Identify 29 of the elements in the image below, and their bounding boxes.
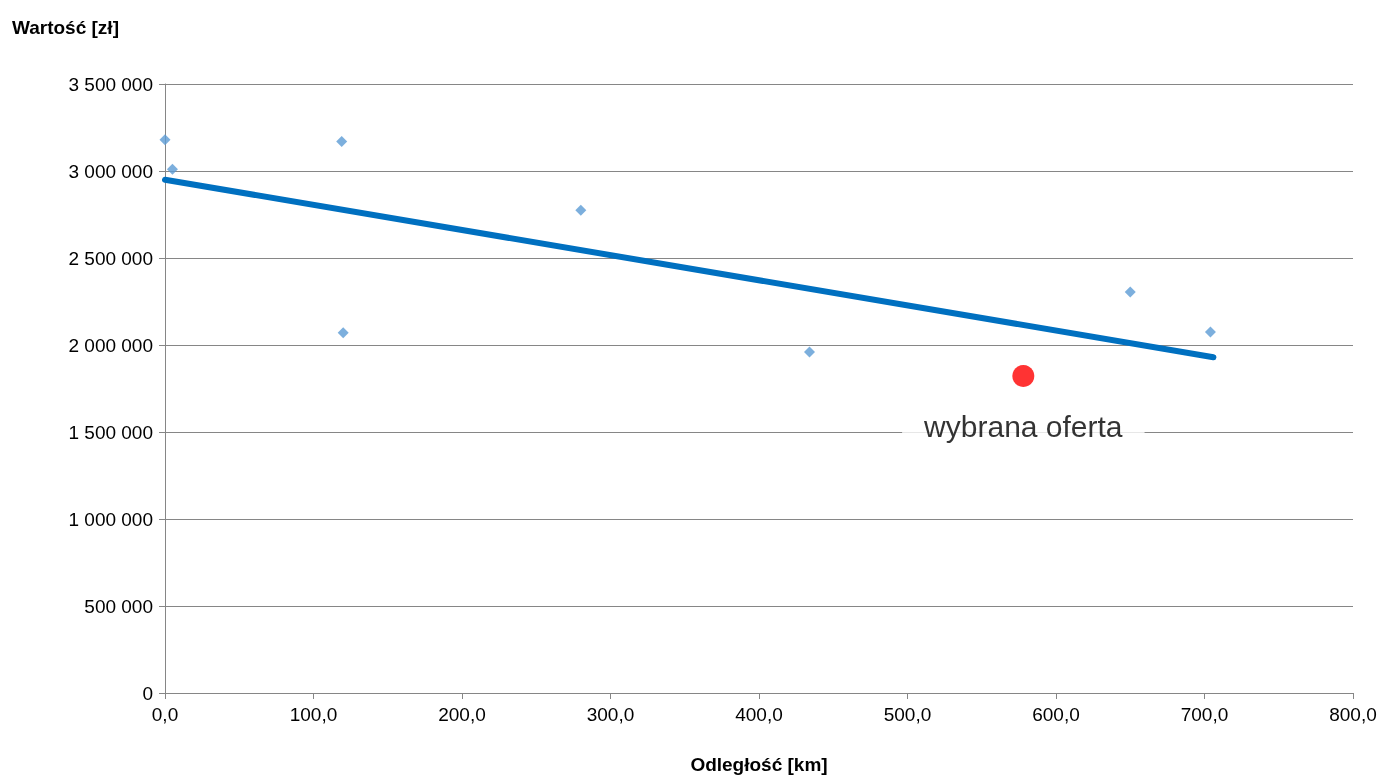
y-tick-label: 2 500 000: [68, 247, 153, 269]
annotation: wybrana oferta: [923, 410, 1123, 444]
x-tick-label: 100,0: [289, 704, 338, 725]
y-tick-label: 3 500 000: [68, 73, 153, 95]
x-tick-label: 600,0: [1032, 704, 1080, 725]
x-tick-label: 700,0: [1180, 704, 1229, 725]
point: [336, 135, 348, 147]
point: [1012, 364, 1035, 387]
point: [159, 134, 171, 146]
point: [575, 204, 587, 216]
y-tick-label: 1 500 000: [68, 421, 153, 443]
y-tick-label: 3 000 000: [68, 160, 153, 182]
x-tick-label: 400,0: [735, 704, 783, 725]
x-axis-title: Odległość [km]: [690, 754, 828, 775]
y-tick-label: 500 000: [84, 595, 153, 617]
x-tick-label: 0,0: [151, 704, 179, 725]
x-tick-label: 200,0: [438, 704, 486, 725]
point: [803, 346, 815, 358]
point: [166, 163, 178, 175]
point: [1124, 286, 1136, 298]
point: [1204, 326, 1216, 338]
y-tick-label: 0: [142, 682, 153, 704]
x-tick-label: 500,0: [883, 704, 932, 725]
point: [337, 327, 349, 339]
x-tick-label: 300,0: [586, 704, 635, 725]
y-tick-label: 2 000 000: [68, 334, 153, 356]
x-tick-label: 800,0: [1329, 704, 1377, 725]
y-axis-title: Wartość [zł]: [12, 17, 119, 38]
y-tick-label: 1 000 000: [68, 508, 153, 530]
